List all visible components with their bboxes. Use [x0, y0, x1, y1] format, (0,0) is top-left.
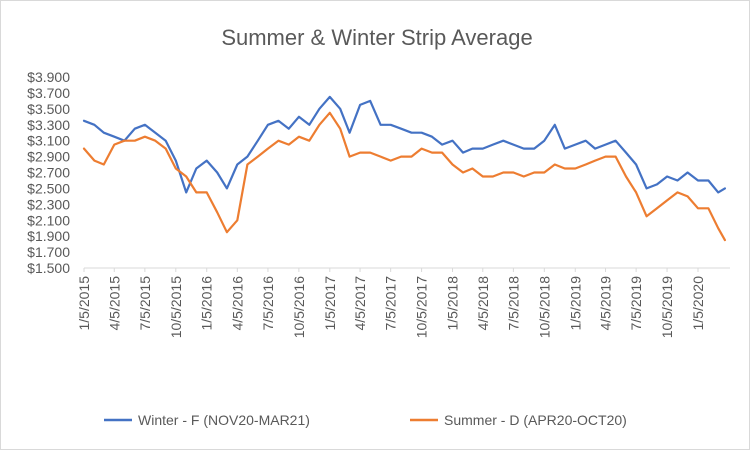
y-tick-label: $3.700 — [27, 85, 70, 101]
y-tick-label: $1.700 — [27, 244, 70, 260]
y-tick-label: $1.500 — [27, 260, 70, 276]
series-lines — [82, 95, 727, 242]
y-tick-label: $2.100 — [27, 212, 70, 228]
x-tick-label: 7/5/2017 — [383, 276, 399, 331]
x-tick-label: 1/5/2018 — [445, 276, 461, 331]
y-tick-label: $3.500 — [27, 101, 70, 117]
x-tick-label: 10/5/2016 — [291, 276, 307, 338]
legend-label-summer: Summer - D (APR20-OCT20) — [444, 412, 627, 428]
x-tick-label: 1/5/2015 — [76, 276, 92, 331]
y-tick-label: $3.300 — [27, 117, 70, 133]
x-tick-label: 1/5/2019 — [567, 276, 583, 331]
x-axis-ticks: 1/5/2015 4/5/2015 7/5/2015 10/5/2015 1/5/201… — [76, 268, 706, 338]
y-tick-label: $1.900 — [27, 228, 70, 244]
chart-title: Summer & Winter Strip Average — [221, 25, 532, 50]
x-tick-label: 10/5/2017 — [414, 276, 430, 338]
x-tick-label: 10/5/2019 — [659, 276, 675, 338]
legend: Winter - F (NOV20-MAR21) Summer - D (APR2… — [104, 412, 627, 428]
y-tick-label: $2.300 — [27, 196, 70, 212]
y-tick-label: $3.900 — [27, 69, 70, 85]
x-tick-label: 7/5/2016 — [260, 276, 276, 331]
y-tick-label: $2.700 — [27, 165, 70, 181]
x-tick-label: 10/5/2015 — [168, 276, 184, 338]
x-tick-label: 1/5/2020 — [690, 276, 706, 331]
x-tick-label: 4/5/2017 — [352, 276, 368, 331]
x-tick-label: 7/5/2015 — [137, 276, 153, 331]
x-tick-label: 1/5/2017 — [322, 276, 338, 331]
x-tick-label: 7/5/2018 — [505, 276, 521, 331]
y-tick-label: $3.100 — [27, 133, 70, 149]
series-line-winter — [82, 95, 727, 194]
y-tick-label: $2.500 — [27, 180, 70, 196]
y-axis-ticks: $1.500$1.700$1.900$2.100$2.300$2.500$2.7… — [27, 69, 70, 276]
x-tick-label: 4/5/2018 — [475, 276, 491, 331]
x-tick-label: 1/5/2016 — [199, 276, 215, 331]
x-tick-label: 10/5/2018 — [536, 276, 552, 338]
series-line-summer — [82, 111, 727, 242]
x-tick-label: 4/5/2015 — [106, 276, 122, 331]
x-tick-label: 7/5/2019 — [628, 276, 644, 331]
x-tick-label: 4/5/2019 — [598, 276, 614, 331]
x-tick-label: 4/5/2016 — [229, 276, 245, 331]
y-tick-label: $2.900 — [27, 149, 70, 165]
legend-label-winter: Winter - F (NOV20-MAR21) — [138, 412, 310, 428]
